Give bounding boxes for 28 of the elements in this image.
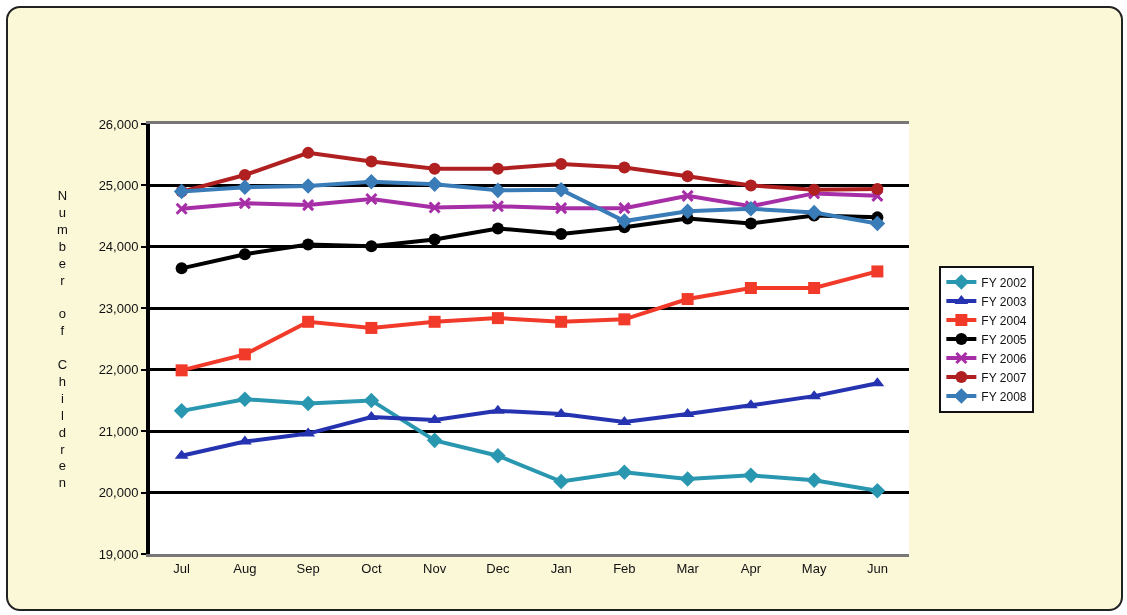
text: Number of Children [57, 188, 68, 491]
x-tick-label: Mar [676, 560, 700, 576]
x-tick-label: Nov [423, 560, 447, 576]
y-tick-label: 24,000 [98, 239, 139, 255]
y-tick-label: 21,000 [98, 423, 139, 439]
x-tick-label: Sep [296, 560, 320, 576]
x-tick-label: Jun [866, 560, 888, 576]
y-tick-label: 20,000 [98, 485, 139, 501]
legend-label: FY 2002 [981, 275, 1027, 290]
x-tick-label: Dec [486, 560, 510, 576]
x-tick-label: Jul [173, 560, 191, 576]
y-tick-label: 23,000 [98, 300, 139, 316]
legend-label: FY 2005 [981, 332, 1027, 347]
y-tick-label: 26,000 [98, 116, 139, 132]
y-tick-label: 22,000 [98, 362, 139, 378]
legend-label: FY 2003 [981, 294, 1027, 309]
x-tick-label: May [801, 560, 827, 576]
y-tick-label: 25,000 [98, 177, 139, 193]
legend-label: FY 2006 [981, 351, 1027, 366]
y-tick-label: 19,000 [98, 546, 139, 562]
legend-label: FY 2008 [981, 389, 1027, 404]
x-tick-label: Jan [550, 560, 572, 576]
x-tick-label: Oct [361, 560, 382, 576]
x-tick-label: Apr [740, 560, 762, 576]
x-tick-label: Feb [613, 560, 636, 576]
legend-label: FY 2007 [981, 370, 1027, 385]
legend-label: FY 2004 [981, 313, 1027, 328]
x-tick-label: Aug [233, 560, 257, 576]
